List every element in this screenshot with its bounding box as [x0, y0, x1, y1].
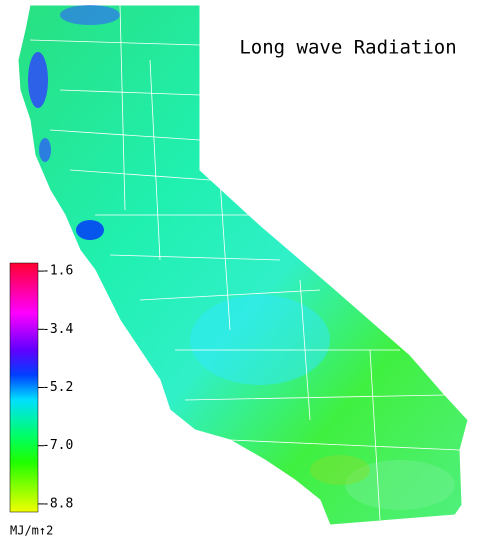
colorbar-tick-label: -1.6 — [42, 264, 73, 279]
state-shape — [17, 4, 469, 526]
colorbar-tick-label: -7.0 — [42, 438, 73, 453]
colorbar-tick-label: -8.8 — [42, 496, 73, 511]
colorbar-ramp — [9, 262, 39, 513]
region — [345, 460, 455, 510]
colorbar-label: MJ/m↑2 — [10, 524, 53, 538]
region — [190, 295, 330, 385]
region — [60, 5, 120, 25]
region — [76, 220, 104, 240]
colorbar-tick-label: -3.4 — [42, 322, 73, 337]
colorbar-tick-label: -5.2 — [42, 380, 73, 395]
region — [28, 52, 48, 108]
region — [39, 138, 51, 162]
county-lines — [29, 4, 461, 521]
region — [310, 455, 370, 485]
map-title: Long wave Radiation — [239, 37, 456, 59]
california-map — [17, 4, 469, 526]
colorbar: MJ/m↑2 — [9, 262, 53, 538]
